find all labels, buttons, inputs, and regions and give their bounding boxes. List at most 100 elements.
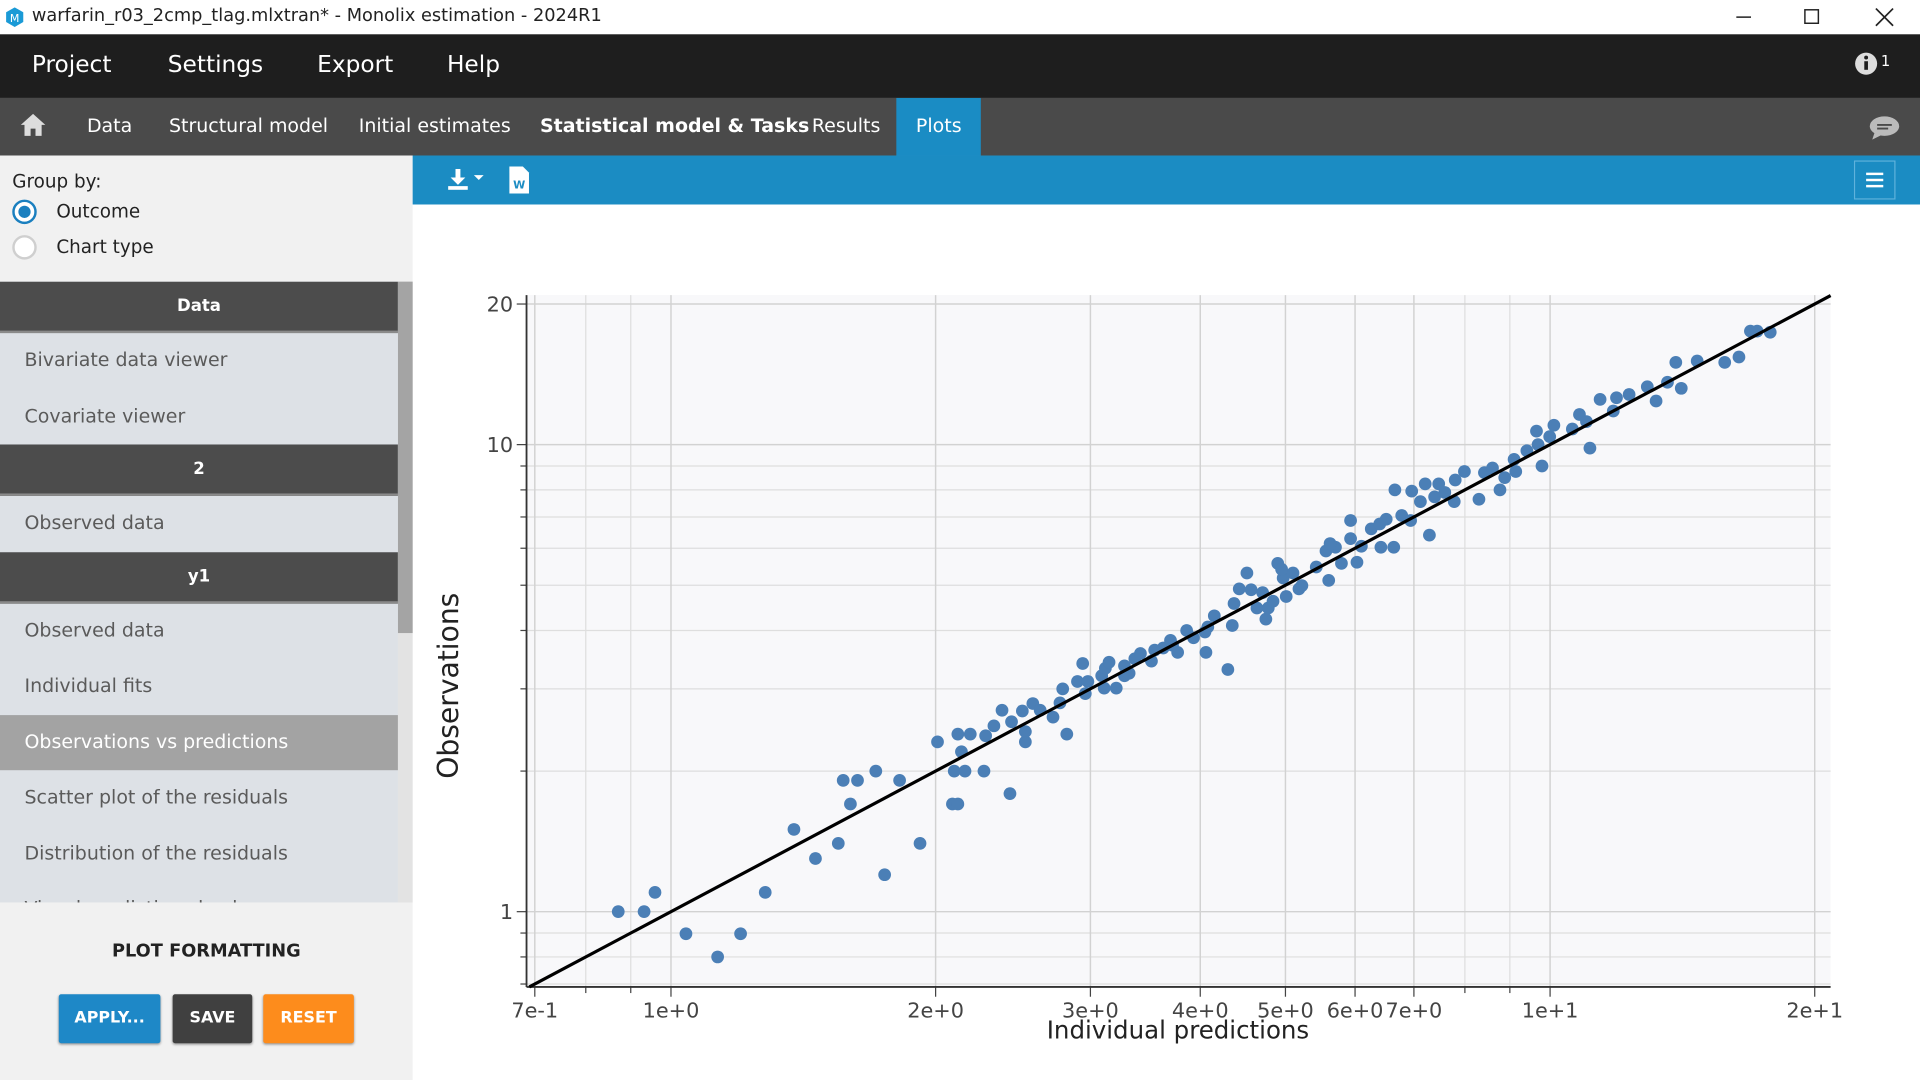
reset-button[interactable]: RESET [263,994,354,1043]
x-axis-title: Individual predictions [1047,1015,1309,1044]
tab[interactable]: Statistical model & Tasks [520,98,828,156]
home-icon[interactable] [20,113,47,137]
data-point [1449,474,1462,487]
data-point [978,765,991,778]
data-point [1267,595,1280,608]
data-point [734,927,747,940]
plot-list-item[interactable]: Visual predictive check [0,882,398,903]
tab[interactable]: Structural model [149,98,347,156]
data-point [1351,556,1364,569]
radio-button[interactable] [12,235,36,259]
download-icon[interactable] [447,168,486,192]
menu-icon[interactable] [1854,160,1896,199]
data-point [1233,583,1246,596]
section-header: 2 [0,444,398,495]
scrollbar[interactable] [398,282,413,903]
data-point [844,798,857,811]
x-tick-label: 2e+1 [1786,999,1843,1023]
data-point [1171,646,1184,659]
group-by-label: Group by: [12,170,101,192]
data-point [1110,682,1123,695]
data-point [788,823,801,836]
plot-list-item[interactable]: Observations vs predictions [0,714,398,770]
x-tick-label: 2e+0 [907,999,964,1023]
data-point [1584,442,1597,455]
radio-option[interactable]: Outcome [12,200,140,224]
apply-button[interactable]: APPLY... [59,994,161,1043]
data-point [869,765,882,778]
data-point [878,868,891,881]
data-point [1650,395,1663,408]
data-point [1733,351,1746,364]
menu-item[interactable]: Export [317,51,393,78]
data-point [1432,478,1445,491]
plot-list-item[interactable]: Covariate viewer [0,389,398,445]
y-tick-label: 1 [500,900,513,924]
save-button[interactable]: SAVE [173,994,253,1043]
data-point [1245,583,1258,596]
data-point [1380,513,1393,526]
data-point [1322,574,1335,587]
plot-toolbar: W [413,156,1920,205]
info-icon[interactable] [1854,51,1878,75]
tab[interactable]: Results [792,98,900,156]
radio-label: Outcome [56,200,140,222]
data-point [1530,425,1543,438]
y-tick-label: 20 [487,292,513,316]
data-point [1226,619,1239,632]
data-point [959,765,972,778]
menu-item[interactable]: Settings [168,51,263,78]
data-point [1134,647,1147,660]
data-point [1241,567,1254,580]
plot-list-item[interactable]: Observed data [0,603,398,659]
data-point [1060,728,1073,741]
data-point [988,719,1001,732]
section-header: y1 [0,552,398,603]
data-point [1536,460,1549,473]
data-point [1076,657,1089,670]
plot-list-item[interactable]: Bivariate data viewer [0,333,398,389]
radio-button[interactable] [12,200,36,224]
data-point [1275,563,1288,576]
data-point [1259,613,1272,626]
data-point [649,886,662,899]
svg-text:W: W [513,179,525,192]
data-point [680,927,693,940]
data-point [1669,356,1682,369]
data-point [1473,493,1486,506]
data-point [1081,675,1094,688]
menu-item[interactable]: Help [447,51,500,78]
plot-formatting-title: PLOT FORMATTING [0,942,413,962]
data-point [1594,393,1607,406]
x-tick-label: 1e+0 [643,999,700,1023]
data-point [1296,579,1309,592]
tab[interactable]: Plots [896,98,981,156]
data-point [1387,541,1400,554]
menu-item[interactable]: Project [32,51,112,78]
data-point [951,728,964,741]
chat-icon[interactable] [1869,115,1901,139]
data-point [979,729,992,742]
scroll-thumb[interactable] [398,282,413,633]
plot-list-item[interactable]: Scatter plot of the residuals [0,770,398,826]
word-export-icon[interactable]: W [508,165,530,194]
plot-list-item[interactable]: Distribution of the residuals [0,826,398,882]
app-icon: M [5,7,25,27]
tab[interactable]: Data [67,98,152,156]
data-point [951,798,964,811]
plot-list-item[interactable]: Individual fits [0,659,398,715]
radio-option[interactable]: Chart type [12,235,153,259]
y-tick-label: 10 [487,433,513,457]
data-point [1200,646,1213,659]
data-point [1414,495,1427,508]
plot-list-item[interactable]: Observed data [0,496,398,552]
data-point [1344,514,1357,527]
data-point [1280,590,1293,603]
data-point [1324,537,1337,550]
data-point [1103,656,1116,669]
data-point [759,886,772,899]
window-controls[interactable] [1727,0,1920,34]
tab[interactable]: Initial estimates [339,98,530,156]
